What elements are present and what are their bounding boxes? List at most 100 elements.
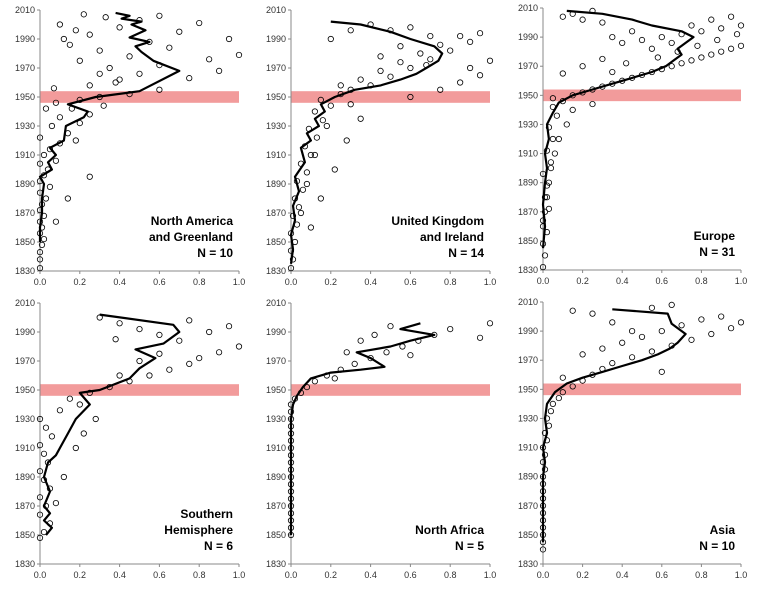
data-point [40, 236, 48, 243]
data-point [658, 368, 665, 375]
data-point [216, 349, 223, 356]
data-point [196, 354, 203, 362]
y-tick-label: 1830 [266, 266, 286, 276]
data-point [66, 41, 73, 48]
y-tick-label: 1850 [15, 237, 35, 247]
data-point [80, 430, 87, 437]
x-tick-label: 0.6 [656, 570, 669, 580]
data-point [486, 57, 494, 64]
data-point [694, 42, 701, 49]
data-point [357, 76, 364, 83]
y-tick-label: 1850 [15, 530, 35, 540]
highlight-band [543, 383, 741, 396]
data-point [579, 351, 586, 358]
data-point [654, 54, 661, 61]
y-tick-label: 1950 [266, 385, 286, 395]
y-tick-label: 1890 [266, 472, 286, 482]
data-point [36, 468, 44, 475]
data-point [599, 55, 606, 63]
data-point [427, 32, 434, 40]
data-point [688, 336, 695, 343]
data-point [307, 151, 314, 159]
data-point [52, 499, 60, 507]
data-point [331, 375, 338, 382]
data-point [609, 34, 616, 41]
y-tick-label: 1850 [518, 530, 538, 540]
x-tick-label: 1.0 [233, 277, 246, 287]
data-point [447, 47, 454, 54]
data-point [718, 48, 725, 55]
data-point [351, 360, 358, 367]
data-point [106, 64, 113, 72]
data-point [638, 333, 646, 341]
data-point [52, 218, 60, 225]
y-tick-label: 2010 [518, 297, 538, 307]
region-label: North Africa [415, 523, 484, 537]
data-point [206, 328, 213, 336]
data-point [407, 24, 414, 31]
data-point [609, 319, 616, 326]
data-point [447, 325, 454, 333]
data-point [658, 34, 665, 41]
data-point [38, 241, 46, 248]
data-point [48, 122, 56, 130]
trend-line [541, 9, 695, 249]
y-tick-label: 2010 [266, 5, 286, 15]
y-tick-label: 1930 [518, 119, 538, 129]
y-tick-label: 1830 [15, 559, 35, 569]
y-tick-label: 1930 [15, 121, 35, 131]
x-tick-label: 0.2 [325, 277, 338, 287]
sample-size-label: N = 10 [197, 246, 233, 260]
x-tick-label: 0.4 [113, 277, 126, 287]
data-point [737, 319, 745, 326]
region-label: Asia [710, 523, 736, 537]
y-tick-label: 1910 [266, 443, 286, 453]
data-point [678, 322, 685, 329]
data-point [377, 67, 384, 75]
data-point [46, 183, 54, 190]
y-tick-label: 1970 [15, 356, 35, 366]
y-tick-label: 1890 [15, 472, 35, 482]
data-point [317, 96, 324, 104]
data-point [727, 45, 735, 52]
x-tick-label: 0.8 [695, 570, 708, 580]
data-point [327, 102, 334, 109]
y-tick-label: 1850 [518, 236, 538, 246]
x-tick-label: 0.2 [74, 277, 87, 287]
data-point [136, 325, 143, 333]
data-point [718, 25, 725, 32]
y-tick-label: 1930 [266, 414, 286, 424]
data-point [235, 51, 243, 59]
data-point [40, 151, 48, 159]
data-point [579, 16, 586, 23]
data-point [539, 217, 547, 224]
x-tick-label: 0.4 [616, 276, 629, 286]
data-point [357, 115, 364, 122]
y-tick-label: 1970 [266, 356, 286, 366]
y-tick-label: 1990 [518, 326, 538, 336]
data-point [457, 79, 464, 86]
y-tick-label: 1890 [518, 178, 538, 188]
data-point [539, 546, 547, 553]
x-tick-label: 0.6 [404, 277, 417, 287]
data-point [708, 330, 715, 338]
data-point [553, 112, 560, 119]
data-point [225, 323, 233, 330]
x-tick-label: 0.0 [285, 570, 298, 580]
y-tick-label: 1910 [15, 150, 35, 160]
data-point [619, 39, 626, 47]
y-tick-label: 1950 [518, 90, 538, 100]
data-point [609, 360, 616, 367]
data-point [569, 383, 576, 390]
x-tick-label: 0.8 [444, 277, 457, 287]
y-tick-label: 1830 [518, 265, 538, 275]
data-point [60, 473, 67, 481]
data-point [628, 328, 636, 335]
data-point [116, 76, 123, 83]
data-point [36, 534, 44, 542]
sample-size-label: N = 10 [699, 539, 735, 553]
y-tick-label: 2010 [15, 298, 35, 308]
data-point [638, 36, 646, 44]
data-point [196, 19, 203, 27]
data-point [136, 357, 143, 365]
